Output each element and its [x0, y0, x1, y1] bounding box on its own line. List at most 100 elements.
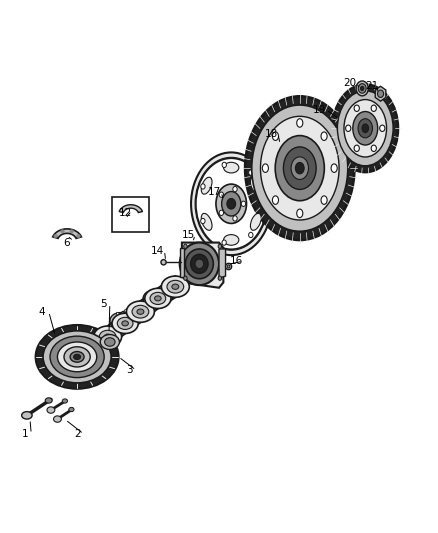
Ellipse shape	[105, 338, 115, 346]
Ellipse shape	[249, 232, 253, 238]
Ellipse shape	[219, 210, 223, 215]
Ellipse shape	[156, 292, 168, 301]
Polygon shape	[182, 243, 223, 288]
Ellipse shape	[54, 235, 57, 238]
Ellipse shape	[358, 119, 372, 138]
Text: 6: 6	[63, 238, 70, 247]
Ellipse shape	[261, 201, 265, 206]
Ellipse shape	[344, 100, 387, 157]
Ellipse shape	[118, 310, 138, 327]
Polygon shape	[112, 312, 124, 346]
Ellipse shape	[222, 240, 226, 245]
Ellipse shape	[251, 177, 261, 194]
Ellipse shape	[201, 213, 212, 230]
Ellipse shape	[321, 196, 327, 204]
Text: 17: 17	[208, 187, 221, 197]
Ellipse shape	[275, 135, 324, 201]
Ellipse shape	[50, 336, 104, 377]
Ellipse shape	[137, 309, 144, 314]
Ellipse shape	[47, 407, 55, 413]
Ellipse shape	[184, 276, 187, 280]
Ellipse shape	[337, 91, 393, 166]
Text: 19: 19	[313, 104, 326, 115]
Ellipse shape	[74, 354, 81, 360]
Ellipse shape	[354, 145, 359, 151]
Ellipse shape	[216, 184, 247, 223]
Ellipse shape	[241, 201, 246, 206]
Ellipse shape	[180, 243, 219, 285]
Ellipse shape	[297, 119, 303, 127]
Ellipse shape	[223, 235, 239, 245]
Ellipse shape	[201, 177, 212, 194]
Ellipse shape	[233, 216, 237, 221]
Ellipse shape	[127, 301, 154, 322]
Ellipse shape	[167, 280, 184, 293]
Text: 14: 14	[151, 246, 165, 255]
Ellipse shape	[223, 163, 239, 173]
Ellipse shape	[346, 125, 351, 132]
Ellipse shape	[122, 321, 128, 326]
Ellipse shape	[184, 244, 187, 248]
Ellipse shape	[148, 294, 159, 303]
Ellipse shape	[100, 335, 120, 350]
Ellipse shape	[185, 249, 213, 279]
Bar	[112, 197, 149, 232]
Ellipse shape	[69, 407, 74, 411]
Ellipse shape	[233, 187, 237, 192]
Ellipse shape	[201, 219, 205, 224]
Ellipse shape	[155, 296, 161, 301]
Ellipse shape	[262, 164, 268, 172]
Text: 1: 1	[21, 429, 28, 439]
Ellipse shape	[295, 163, 304, 174]
Ellipse shape	[331, 164, 337, 172]
Ellipse shape	[371, 145, 376, 151]
Ellipse shape	[62, 399, 67, 403]
Ellipse shape	[161, 260, 166, 265]
Ellipse shape	[297, 209, 303, 217]
Ellipse shape	[362, 124, 368, 133]
Polygon shape	[375, 86, 386, 101]
Ellipse shape	[114, 316, 127, 326]
Ellipse shape	[57, 342, 97, 372]
Ellipse shape	[195, 259, 204, 269]
Ellipse shape	[378, 90, 384, 98]
Ellipse shape	[195, 157, 267, 250]
Ellipse shape	[104, 334, 111, 340]
Ellipse shape	[117, 317, 133, 329]
Text: 5: 5	[100, 298, 106, 309]
Ellipse shape	[219, 192, 223, 197]
Ellipse shape	[43, 331, 111, 383]
Ellipse shape	[226, 263, 232, 270]
Ellipse shape	[145, 288, 171, 309]
Ellipse shape	[222, 191, 241, 216]
Ellipse shape	[227, 198, 236, 209]
Polygon shape	[117, 312, 121, 333]
Ellipse shape	[356, 81, 368, 96]
Ellipse shape	[77, 235, 80, 238]
Text: 15: 15	[182, 230, 195, 240]
Polygon shape	[162, 288, 166, 308]
Text: 3: 3	[126, 365, 133, 375]
Text: 18: 18	[265, 128, 278, 139]
Ellipse shape	[321, 132, 327, 141]
Polygon shape	[53, 229, 81, 238]
Ellipse shape	[251, 213, 261, 230]
Ellipse shape	[110, 312, 131, 329]
Ellipse shape	[353, 111, 378, 145]
Ellipse shape	[150, 292, 166, 304]
Ellipse shape	[191, 152, 272, 255]
Ellipse shape	[371, 105, 376, 111]
Ellipse shape	[112, 313, 138, 334]
Ellipse shape	[172, 284, 179, 289]
Text: 21: 21	[365, 81, 378, 91]
Text: 20: 20	[343, 78, 357, 88]
Polygon shape	[145, 290, 157, 321]
Polygon shape	[119, 205, 142, 213]
Ellipse shape	[132, 305, 149, 318]
Ellipse shape	[222, 162, 226, 167]
Ellipse shape	[252, 105, 348, 231]
Ellipse shape	[272, 132, 279, 141]
Ellipse shape	[380, 125, 385, 132]
Ellipse shape	[21, 411, 32, 419]
Ellipse shape	[99, 330, 116, 343]
